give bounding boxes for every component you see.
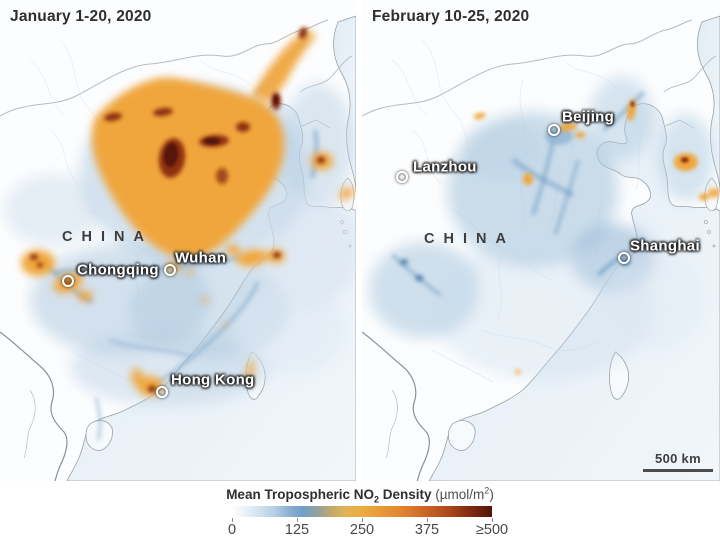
city-marker-lanzhou xyxy=(396,171,408,183)
legend-tick-label: ≥500 xyxy=(475,522,509,538)
city-label-chongqing: Chongqing xyxy=(77,261,159,279)
legend-tick xyxy=(427,518,428,522)
legend-tick xyxy=(362,518,363,522)
city-label-hong-kong: Hong Kong xyxy=(171,371,255,389)
legend-tick-label: 0 xyxy=(227,522,237,538)
legend-tick xyxy=(232,518,233,522)
legend-tick-label: 250 xyxy=(349,522,375,538)
january-map-art xyxy=(0,0,356,481)
city-marker-hong-kong xyxy=(156,386,168,398)
legend-title-units: (µmol/m2) xyxy=(431,485,494,502)
city-label-lanzhou: Lanzhou xyxy=(413,158,477,176)
legend-colorbar xyxy=(232,506,492,517)
scale-bar-line xyxy=(643,469,713,472)
legend-tick-label: 375 xyxy=(414,522,440,538)
legend-tick xyxy=(297,518,298,522)
legend-title: Mean Tropospheric NO2 Density (µmol/m2) xyxy=(0,485,720,504)
map-panel-january: January 1-20, 2020 CHINA Chongqing Wuhan H… xyxy=(0,0,356,481)
city-label-shanghai: Shanghai xyxy=(630,237,700,255)
legend-title-main: Mean Tropospheric NO2 Density xyxy=(226,486,432,505)
city-marker-wuhan xyxy=(164,264,176,276)
january-title: January 1-20, 2020 xyxy=(10,8,152,25)
legend-tick-label: 125 xyxy=(284,522,310,538)
february-title: February 10-25, 2020 xyxy=(372,8,530,25)
city-marker-beijing xyxy=(548,124,560,136)
legend-tick xyxy=(492,518,493,522)
china-label-january: CHINA xyxy=(62,229,153,245)
map-panel-february: February 10-25, 2020 CHINA Lanzhou Beijin… xyxy=(362,0,720,481)
city-marker-chongqing xyxy=(62,275,74,287)
scale-bar: 500 km xyxy=(643,451,713,472)
city-label-wuhan: Wuhan xyxy=(175,249,227,267)
city-marker-shanghai xyxy=(618,252,630,264)
scale-bar-label: 500 km xyxy=(655,451,701,466)
china-label-february: CHINA xyxy=(424,231,515,247)
legend: Mean Tropospheric NO2 Density (µmol/m2) … xyxy=(0,481,720,545)
city-label-beijing: Beijing xyxy=(562,108,615,126)
